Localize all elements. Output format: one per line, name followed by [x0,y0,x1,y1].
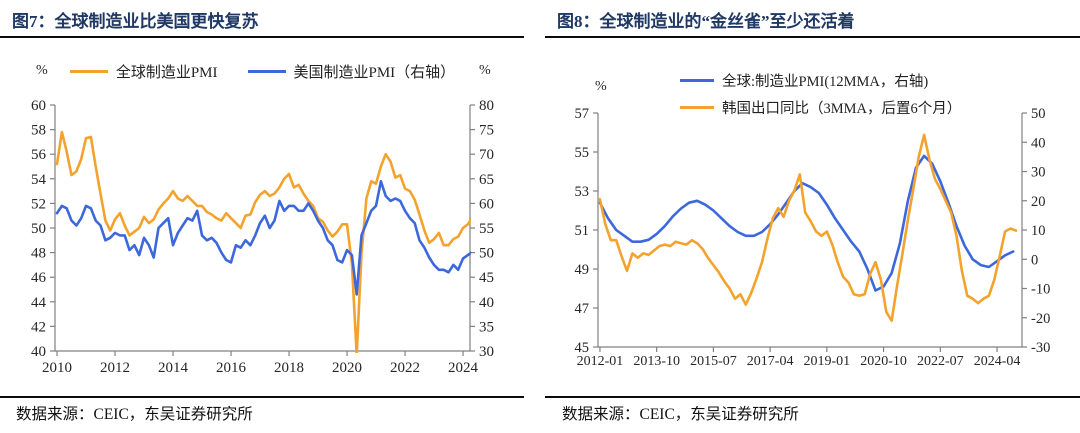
data-source-note: 数据来源：CEIC，东吴证券研究所 [16,406,253,423]
x-axis-tick-label: 2017-04 [747,354,794,369]
x-axis-tick-label: 2018 [274,360,304,376]
legend: 全球:制造业PMI(12MMA，右轴) 韩国出口同比（3MMA，后置6个月） [680,70,962,118]
left-axis-tick-label: 52 [31,196,46,212]
series-line-1 [598,133,1018,323]
x-axis-tick-label: 2010 [42,360,72,376]
left-axis-tick-label: 47 [575,301,590,317]
right-axis-tick-label: 65 [479,172,494,188]
left-axis-tick-label: 48 [31,246,46,262]
left-axis-unit-label: % [36,63,48,78]
right-axis-tick-label: 55 [479,221,494,237]
legend-label: 美国制造业PMI（右轴） [293,65,456,81]
legend-item-korea-exports: 韩国出口同比（3MMA，后置6个月） [680,97,961,118]
legend-item-global-pmi: 全球制造业PMI [69,61,218,82]
legend-item-global-pmi-12mma: 全球:制造业PMI(12MMA，右轴) [680,70,961,91]
left-axis-tick-label: 53 [575,184,590,200]
left-axis-tick-label: 58 [31,123,46,139]
figure-panel-right: 图8：全球制造业的“金丝雀”至少还活着 % 全球:制造业PMI(12MMA，右轴… [540,0,1080,433]
x-axis-tick-label: 2013-10 [633,354,680,369]
legend-label: 全球:制造业PMI(12MMA，右轴) [722,74,929,90]
bottom-rule [0,396,524,399]
right-axis-unit-label: % [479,63,491,78]
title-rule [545,36,1080,39]
x-axis-tick-label: 2015-07 [690,354,737,369]
legend-line-swatch [680,79,714,82]
left-axis-tick-label: 44 [31,295,47,311]
right-axis-tick-label: 70 [479,147,494,163]
series-line-0 [598,154,1015,292]
right-axis-tick-label: 75 [479,123,494,139]
left-axis-unit-label: % [595,79,607,94]
right-axis-tick-label: -10 [1031,282,1050,298]
x-axis-tick-label: 2022-07 [917,354,964,369]
right-axis-tick-label: 35 [479,319,494,335]
right-axis-tick-label: 40 [1031,135,1046,151]
right-axis-tick-label: 30 [479,344,494,360]
figure-panel-left: 图7：全球制造业比美国更快复苏 % % 全球制造业PMI 美国制造业PMI（右轴… [0,12,524,423]
series-line-0 [55,130,471,353]
bottom-rule [545,396,1080,399]
left-axis-tick-label: 42 [31,319,46,335]
title-rule [0,36,524,39]
left-axis-tick-label: 56 [31,147,47,163]
left-axis-tick-label: 50 [31,221,46,237]
x-axis-tick-label: 2012-01 [577,354,624,369]
series-line-1 [55,180,471,296]
x-axis-tick-label: 2024 [448,360,479,376]
right-axis-tick-label: 50 [479,246,494,262]
left-axis-tick-label: 60 [31,98,46,114]
line-chart-global-vs-us-pmi: 40 42 44 46 48 50 52 54 56 58 60 30 35 40 45 50 55 60 65 70… [31,98,494,376]
x-axis-tick-label: 2019-01 [804,354,851,369]
x-axis-tick-label: 2024-04 [974,354,1021,369]
legend: 全球制造业PMI 美国制造业PMI（右轴） [55,61,470,82]
right-axis-tick-label: 80 [479,98,494,114]
legend-item-us-pmi: 美国制造业PMI（右轴） [247,61,456,82]
x-axis-tick-label: 2014 [158,360,189,376]
x-axis-tick-label: 2020-10 [860,354,907,369]
line-chart-global-pmi-korea-exports: 45 47 49 51 53 55 57 -30 -20 -10 0 10 20 30 40 50 2012-0… [575,106,1051,369]
right-axis-tick-label: 0 [1031,252,1038,268]
legend-label: 韩国出口同比（3MMA，后置6个月） [722,101,962,117]
right-axis-tick-label: 60 [479,196,494,212]
right-axis-tick-label: 50 [1031,106,1046,122]
right-axis-tick-label: -20 [1031,311,1050,327]
right-axis-tick-label: 30 [1031,165,1046,181]
x-axis-tick-label: 2022 [390,360,420,376]
left-axis-tick-label: 46 [31,270,47,286]
left-axis-tick-label: 57 [575,106,590,122]
left-axis-tick-label: 54 [31,172,47,188]
x-axis-tick-label: 2020 [332,360,362,376]
chart-title: 图7：全球制造业比美国更快复苏 [12,12,259,31]
legend-line-swatch [69,70,108,73]
chart-title: 图8：全球制造业的“金丝雀”至少还活着 [557,12,855,31]
left-axis-tick-label: 40 [31,344,46,360]
x-axis-tick-label: 2016 [216,360,247,376]
legend-line-swatch [680,106,714,109]
right-axis-tick-label: -30 [1031,340,1050,356]
data-source-note: 数据来源：CEIC，东吴证券研究所 [562,406,799,423]
left-axis-tick-label: 45 [575,340,590,356]
right-axis-tick-label: 10 [1031,223,1046,239]
left-axis-tick-label: 49 [575,262,590,278]
legend-label: 全球制造业PMI [115,65,218,81]
x-axis-tick-label: 2012 [100,360,130,376]
legend-line-swatch [247,70,286,73]
right-axis-tick-label: 45 [479,270,494,286]
right-axis-tick-label: 40 [479,295,494,311]
left-axis-tick-label: 55 [575,145,590,161]
left-axis-tick-label: 51 [575,223,590,239]
right-axis-tick-label: 20 [1031,194,1046,210]
